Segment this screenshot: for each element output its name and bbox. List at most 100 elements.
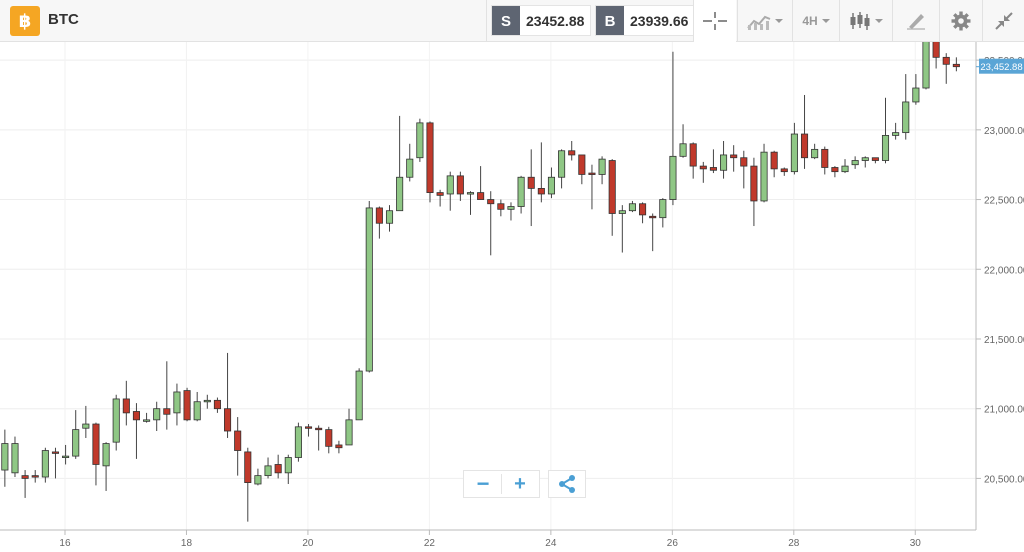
candle-body	[254, 475, 262, 485]
candle-body	[92, 423, 100, 465]
candle-body	[466, 192, 475, 195]
top-toolbar: ฿ BTC S 23452.88 B 23939.66 4H	[0, 0, 1024, 42]
candle	[335, 440, 343, 454]
candle	[598, 156, 606, 185]
candle-body	[932, 42, 940, 58]
candle	[213, 397, 221, 413]
candle	[942, 53, 950, 84]
candle-body	[892, 132, 900, 136]
candle	[568, 140, 576, 161]
collapse-button[interactable]	[983, 0, 1024, 42]
drawing-tool-icon	[907, 14, 925, 30]
candle	[375, 206, 383, 239]
candle	[426, 121, 434, 203]
x-tick-label: 18	[181, 538, 193, 549]
candle	[881, 97, 890, 164]
zoom-out-button[interactable]: −	[465, 471, 501, 497]
candle	[811, 143, 819, 160]
candle-body	[881, 135, 890, 161]
crosshair-button[interactable]	[694, 0, 736, 42]
candle-body	[912, 87, 920, 103]
candle	[628, 200, 636, 213]
candle	[416, 118, 424, 162]
candle-body	[537, 187, 545, 195]
candle	[770, 150, 778, 178]
candle-body	[41, 450, 49, 478]
candle-body	[224, 408, 232, 432]
candle	[639, 202, 647, 224]
candle-body	[780, 168, 788, 173]
candle-body	[345, 419, 353, 446]
candle	[203, 394, 211, 409]
candle	[922, 42, 930, 90]
candle-body	[112, 398, 120, 443]
chart-type-button[interactable]	[738, 0, 792, 42]
candle-body	[669, 155, 677, 200]
indicators-button[interactable]	[840, 0, 892, 42]
candle	[21, 470, 29, 498]
candle-body	[416, 122, 424, 159]
current-price-label: 23,452.88	[980, 62, 1022, 73]
interval-label: 4H	[802, 14, 818, 28]
candle	[224, 352, 232, 438]
candle-body	[264, 465, 272, 477]
candle-body	[173, 391, 181, 414]
candle	[72, 410, 80, 459]
candle-body	[527, 176, 535, 189]
candle	[952, 57, 960, 72]
candle-body	[649, 215, 657, 219]
candle-body	[568, 150, 576, 156]
candle-body	[396, 176, 404, 212]
y-tick-label: 21,500.00	[984, 335, 1024, 346]
candle	[588, 164, 596, 210]
y-tick-label: 23,000.00	[984, 126, 1024, 137]
buy-price-button[interactable]: B 23939.66	[595, 5, 696, 36]
x-tick-label: 20	[302, 538, 314, 549]
candle	[861, 156, 869, 168]
drawing-tools-button[interactable]	[893, 0, 939, 42]
candle-body	[679, 143, 687, 157]
share-button[interactable]	[548, 470, 586, 498]
plus-icon: +	[514, 473, 526, 495]
candle	[892, 122, 900, 140]
candle	[62, 444, 70, 465]
candle	[760, 143, 768, 203]
candle-body	[244, 451, 252, 483]
candle-body	[132, 411, 140, 421]
x-tick-label: 24	[545, 538, 557, 549]
candle-body	[709, 167, 717, 171]
candle-body	[163, 408, 171, 415]
candle	[912, 74, 920, 105]
bitcoin-logo-icon: ฿	[10, 6, 40, 36]
candle-body	[436, 192, 444, 196]
candle-body	[871, 157, 879, 161]
candle	[740, 150, 748, 189]
settings-button[interactable]	[940, 0, 982, 42]
candle-body	[750, 165, 758, 202]
x-tick-label: 28	[788, 538, 800, 549]
y-tick-label: 22,500.00	[984, 196, 1024, 207]
candle	[547, 167, 556, 199]
candle-body	[274, 464, 282, 474]
candlestick-icon	[850, 12, 870, 30]
buy-price: 23939.66	[630, 13, 689, 29]
candle-body	[365, 207, 373, 372]
candle	[730, 145, 738, 172]
candle	[193, 391, 201, 422]
candle-body	[851, 160, 859, 166]
interval-button[interactable]: 4H	[793, 0, 839, 42]
price-chart[interactable]: 20,500.00 21,000.00 21,500.00 22,000.00 22,5…	[0, 42, 1024, 552]
candle	[294, 422, 302, 462]
chevron-down-icon	[875, 19, 883, 23]
candle	[304, 424, 313, 437]
candle	[1, 429, 9, 487]
chart-grid	[0, 42, 976, 530]
candle	[345, 408, 353, 446]
zoom-in-button[interactable]: +	[502, 471, 538, 497]
x-tick-label: 16	[59, 538, 71, 549]
candle-body	[841, 165, 849, 173]
candle	[507, 202, 515, 221]
sell-price-button[interactable]: S 23452.88	[491, 5, 592, 36]
candle-body	[598, 158, 606, 175]
candle	[112, 394, 120, 451]
